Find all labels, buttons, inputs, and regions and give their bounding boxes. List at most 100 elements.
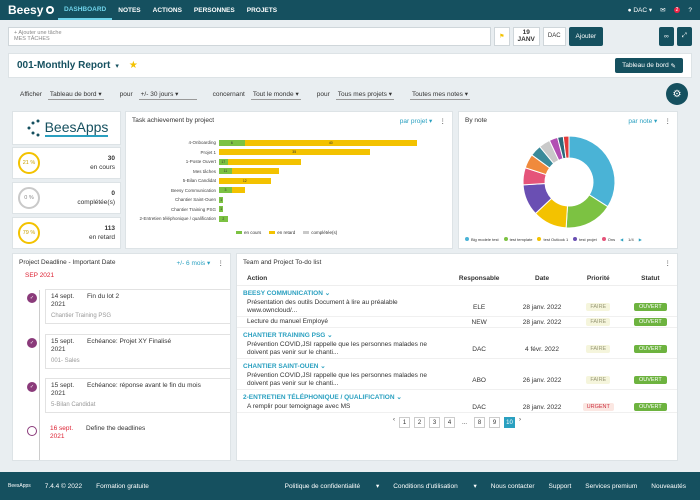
priority-badge[interactable]: FAIRE: [586, 376, 611, 384]
legend-prev-icon[interactable]: ◀: [620, 237, 624, 242]
todo-row[interactable]: Présentation des outils Document à lire …: [237, 298, 677, 317]
priority-flag-icon[interactable]: ⚑: [494, 26, 510, 46]
bar-row[interactable]: 4-Onboarding 6 40: [126, 138, 452, 148]
bar-segment[interactable]: 35: [219, 149, 370, 156]
stat-en-retard[interactable]: 79 % 113 en retard: [12, 217, 121, 249]
nav-notes[interactable]: NOTES: [118, 6, 141, 14]
bar-row[interactable]: Mes tâches 11: [126, 167, 452, 177]
legend-test-template[interactable]: test template: [503, 237, 532, 242]
task-chart-filter[interactable]: par projet ▾: [399, 118, 433, 125]
bar-segment[interactable]: 1: [219, 196, 224, 203]
page-number[interactable]: 3: [429, 417, 440, 428]
more-icon[interactable]: ⋮: [664, 260, 672, 267]
page-number[interactable]: 9: [489, 417, 500, 428]
more-icon[interactable]: ⋮: [217, 260, 225, 267]
user-menu[interactable]: ● DAC ▾: [627, 7, 653, 14]
bar-row[interactable]: Beesy Communication 3: [126, 186, 452, 196]
donut-slice[interactable]: [568, 135, 616, 208]
footer-privacy-link[interactable]: Politique de confidentialité ▾: [284, 483, 380, 490]
col-responsable[interactable]: Responsable: [447, 272, 512, 286]
more-icon[interactable]: ⋮: [439, 118, 447, 125]
page-number[interactable]: 10: [504, 417, 515, 428]
todo-row[interactable]: A remplir pour temoignage avec MS DAC 28 j…: [237, 402, 677, 413]
nav-dashboard[interactable]: DASHBOARD: [58, 0, 113, 20]
todo-group-row[interactable]: BEESY COMMUNICATION ⌄: [237, 286, 677, 299]
bar-segment[interactable]: [231, 168, 280, 175]
period-select[interactable]: +/- 30 jours ▾: [138, 89, 197, 100]
todo-group-row[interactable]: CHANTIER TRAINING PSG ⌄: [237, 328, 677, 341]
footer-terms-link[interactable]: Conditions d'utilisation ▾: [393, 483, 477, 490]
add-task-button[interactable]: Ajouter: [568, 26, 604, 46]
bar-row[interactable]: Chantier Training PSG 1: [126, 205, 452, 215]
bar-row[interactable]: 2-Entretien téléphonique / qualification…: [126, 214, 452, 224]
stat-completees[interactable]: 0 % 0 complétée(s): [12, 182, 121, 214]
bar-segment[interactable]: 1: [219, 206, 224, 213]
nav-projets[interactable]: PROJETS: [246, 6, 278, 14]
bar-row[interactable]: 1-Poste Ouvert 17: [126, 157, 452, 167]
bar-segment[interactable]: 40: [244, 139, 417, 146]
todo-row[interactable]: Prévention COVID,JSI rappelle que les pe…: [237, 371, 677, 390]
priority-badge[interactable]: FAIRE: [586, 303, 611, 311]
col-date[interactable]: Date: [511, 272, 573, 286]
legend-ons[interactable]: Ons: [601, 237, 615, 242]
donut-slice[interactable]: [562, 135, 570, 159]
status-badge[interactable]: OUVERT: [633, 376, 667, 384]
stat-en-cours[interactable]: 21 % 30 en cours: [12, 147, 121, 179]
legend-big-modele[interactable]: Big modele test: [465, 237, 499, 242]
todo-row[interactable]: Lecture du manuel Employé NEW 28 janv. 202…: [237, 317, 677, 328]
legend-test-outlook[interactable]: test Outlook 1: [537, 237, 568, 242]
todo-group-row[interactable]: CHANTIER SAINT-OUEN ⌄: [237, 359, 677, 372]
page-number[interactable]: 4: [444, 417, 455, 428]
bar-segment[interactable]: [227, 158, 301, 165]
legend-en-cours[interactable]: en cours: [236, 230, 261, 235]
dashboard-button[interactable]: Tableau de bord ✎: [615, 58, 683, 73]
deadline-filter[interactable]: +/- 6 mois ▾: [176, 260, 211, 267]
timeline-item[interactable]: ✓ 14 sept. 2021 Fin du lot 2 Chantier Trai…: [27, 289, 230, 324]
nav-actions[interactable]: ACTIONS: [152, 6, 182, 14]
footer-training-link[interactable]: Formation gratuite: [96, 482, 149, 490]
legend-test-projet[interactable]: test projet: [573, 237, 597, 242]
people-select[interactable]: Tout le monde ▾: [250, 90, 301, 100]
settings-gear-icon[interactable]: ⚙: [666, 83, 688, 105]
nav-personnes[interactable]: PERSONNES: [193, 6, 235, 14]
note-chart-filter[interactable]: par note ▾: [628, 118, 658, 125]
bar-segment[interactable]: 2: [219, 215, 228, 222]
col-action[interactable]: Action: [237, 272, 447, 286]
expand-icon[interactable]: ⤢: [676, 26, 692, 46]
bar-segment[interactable]: 11: [219, 168, 232, 175]
todo-group-row[interactable]: 2-ENTRETIEN TÉLÉPHONIQUE / QUALIFICATION…: [237, 390, 677, 403]
bar-segment[interactable]: 6: [219, 139, 245, 146]
report-dropdown-icon[interactable]: ▾: [115, 62, 119, 70]
legend-next-icon[interactable]: ▶: [638, 237, 642, 242]
projects-select[interactable]: Tous mes projets ▾: [335, 90, 394, 100]
footer-contact-link[interactable]: Nous contacter: [490, 482, 535, 490]
favorite-star-icon[interactable]: ★: [128, 60, 138, 71]
page-number[interactable]: 1: [399, 417, 410, 428]
question-icon[interactable]: ?: [688, 6, 692, 14]
status-badge[interactable]: OUVERT: [633, 303, 667, 311]
chat-icon[interactable]: ✉: [660, 7, 666, 14]
timeline-item[interactable]: ✓ 15 sept. 2021 Echéance: réponse avant l…: [27, 378, 230, 413]
footer-support-link[interactable]: Support: [548, 482, 572, 490]
todo-row[interactable]: Prévention COVID,JSI rappelle que les pe…: [237, 340, 677, 359]
footer-news-link[interactable]: Nouveautés: [651, 482, 686, 490]
status-badge[interactable]: OUVERT: [633, 318, 667, 326]
page-number[interactable]: 8: [474, 417, 485, 428]
timeline-item[interactable]: 16 sept. 2021 Define the deadlines: [27, 422, 230, 444]
owner-select[interactable]: DAC: [542, 26, 566, 46]
bar-row[interactable]: Chantier Saint-Ouen 1: [126, 195, 452, 205]
notification-badge[interactable]: 2: [673, 7, 681, 13]
footer-premium-link[interactable]: Services premium: [585, 482, 638, 490]
col-statut[interactable]: Statut: [623, 272, 677, 286]
bar-row[interactable]: Projet 1 35: [126, 148, 452, 158]
more-icon[interactable]: ⋮: [664, 118, 672, 125]
col-priorite[interactable]: Priorité: [572, 272, 624, 286]
date-picker[interactable]: 19 JANV: [512, 26, 540, 46]
priority-badge[interactable]: FAIRE: [586, 345, 611, 353]
notes-select[interactable]: Toutes mes notes ▾: [409, 90, 470, 100]
page-prev-icon[interactable]: ‹: [393, 417, 395, 423]
legend-en-retard[interactable]: en retard: [269, 230, 295, 235]
report-title[interactable]: 001-Monthly Report: [17, 60, 111, 71]
bar-segment[interactable]: 12: [219, 177, 271, 184]
bar-row[interactable]: 5-Bilan Candidat 12: [126, 176, 452, 186]
